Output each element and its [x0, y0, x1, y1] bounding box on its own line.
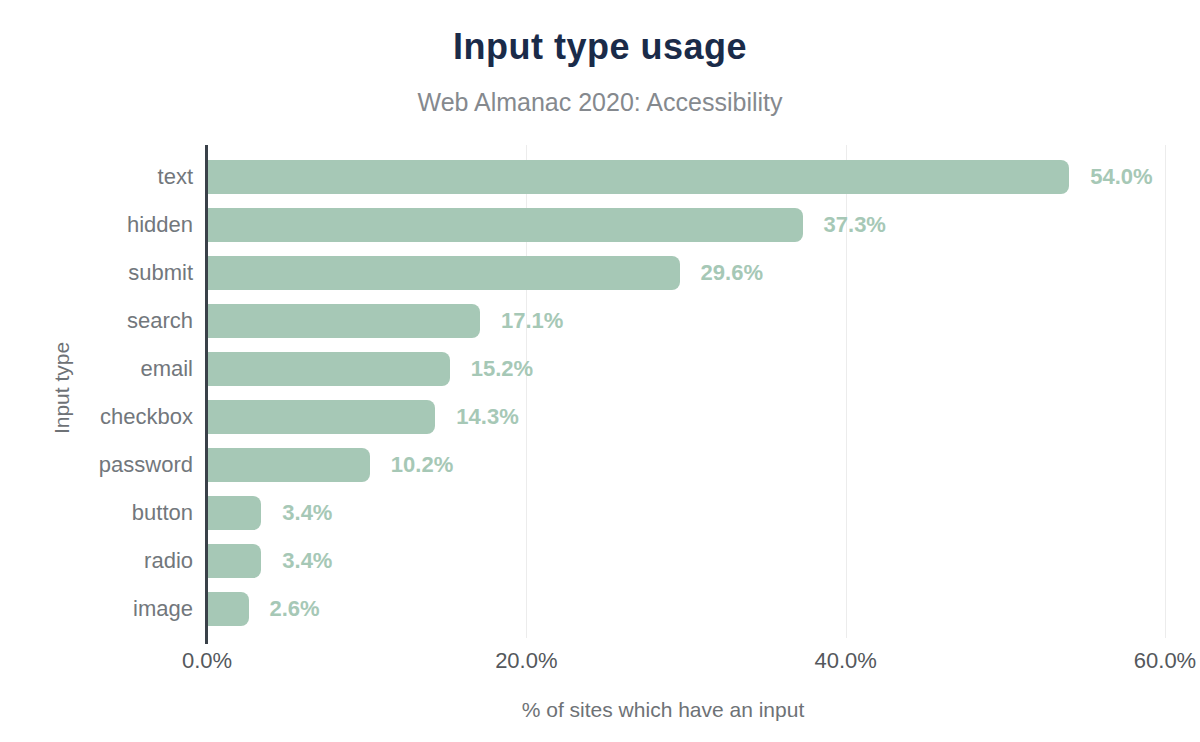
category-label-radio: radio: [144, 548, 193, 574]
bar-submit[interactable]: [207, 256, 680, 290]
bar-row: radio3.4%: [207, 537, 1165, 585]
bar-row: password10.2%: [207, 441, 1165, 489]
bar-search[interactable]: [207, 304, 480, 338]
bar-button[interactable]: [207, 496, 261, 530]
bar-email[interactable]: [207, 352, 450, 386]
bar-password[interactable]: [207, 448, 370, 482]
value-label-text: 54.0%: [1090, 164, 1152, 190]
bar-text[interactable]: [207, 160, 1069, 194]
y-axis-title: Input type: [50, 342, 74, 434]
bar-row: hidden37.3%: [207, 201, 1165, 249]
x-tick-label-20: 20.0%: [495, 648, 557, 674]
x-axis-ticks: 0.0%20.0%40.0%60.0%: [207, 648, 1165, 676]
bar-checkbox[interactable]: [207, 400, 435, 434]
bar-hidden[interactable]: [207, 208, 803, 242]
value-label-email: 15.2%: [471, 356, 533, 382]
category-label-button: button: [132, 500, 193, 526]
x-axis-title: % of sites which have an input: [207, 698, 1119, 722]
bar-row: text54.0%: [207, 153, 1165, 201]
category-label-submit: submit: [128, 260, 193, 286]
chart-container: Input type usage Web Almanac 2020: Acces…: [0, 0, 1200, 742]
value-label-radio: 3.4%: [282, 548, 332, 574]
y-axis-line: [205, 145, 208, 644]
category-label-password: password: [99, 452, 193, 478]
value-label-checkbox: 14.3%: [456, 404, 518, 430]
category-label-checkbox: checkbox: [100, 404, 193, 430]
bar-image[interactable]: [207, 592, 249, 626]
value-label-image: 2.6%: [270, 596, 320, 622]
category-label-text: text: [158, 164, 193, 190]
bar-row: email15.2%: [207, 345, 1165, 393]
category-label-email: email: [140, 356, 193, 382]
category-label-search: search: [127, 308, 193, 334]
category-label-image: image: [133, 596, 193, 622]
plot-area: text54.0%hidden37.3%submit29.6%search17.…: [207, 145, 1165, 638]
value-label-search: 17.1%: [501, 308, 563, 334]
value-label-hidden: 37.3%: [824, 212, 886, 238]
value-label-submit: 29.6%: [701, 260, 763, 286]
chart-title: Input type usage: [0, 26, 1200, 68]
bar-row: image2.6%: [207, 585, 1165, 633]
chart-subtitle: Web Almanac 2020: Accessibility: [0, 88, 1200, 117]
x-tick-label-0: 0.0%: [182, 648, 232, 674]
bar-row: submit29.6%: [207, 249, 1165, 297]
bar-row: button3.4%: [207, 489, 1165, 537]
bar-row: checkbox14.3%: [207, 393, 1165, 441]
bar-rows: text54.0%hidden37.3%submit29.6%search17.…: [207, 153, 1165, 633]
x-tick-label-40: 40.0%: [814, 648, 876, 674]
value-label-password: 10.2%: [391, 452, 453, 478]
bar-row: search17.1%: [207, 297, 1165, 345]
value-label-button: 3.4%: [282, 500, 332, 526]
gridline-60: [1165, 145, 1166, 638]
category-label-hidden: hidden: [127, 212, 193, 238]
bar-radio[interactable]: [207, 544, 261, 578]
x-tick-label-60: 60.0%: [1134, 648, 1196, 674]
